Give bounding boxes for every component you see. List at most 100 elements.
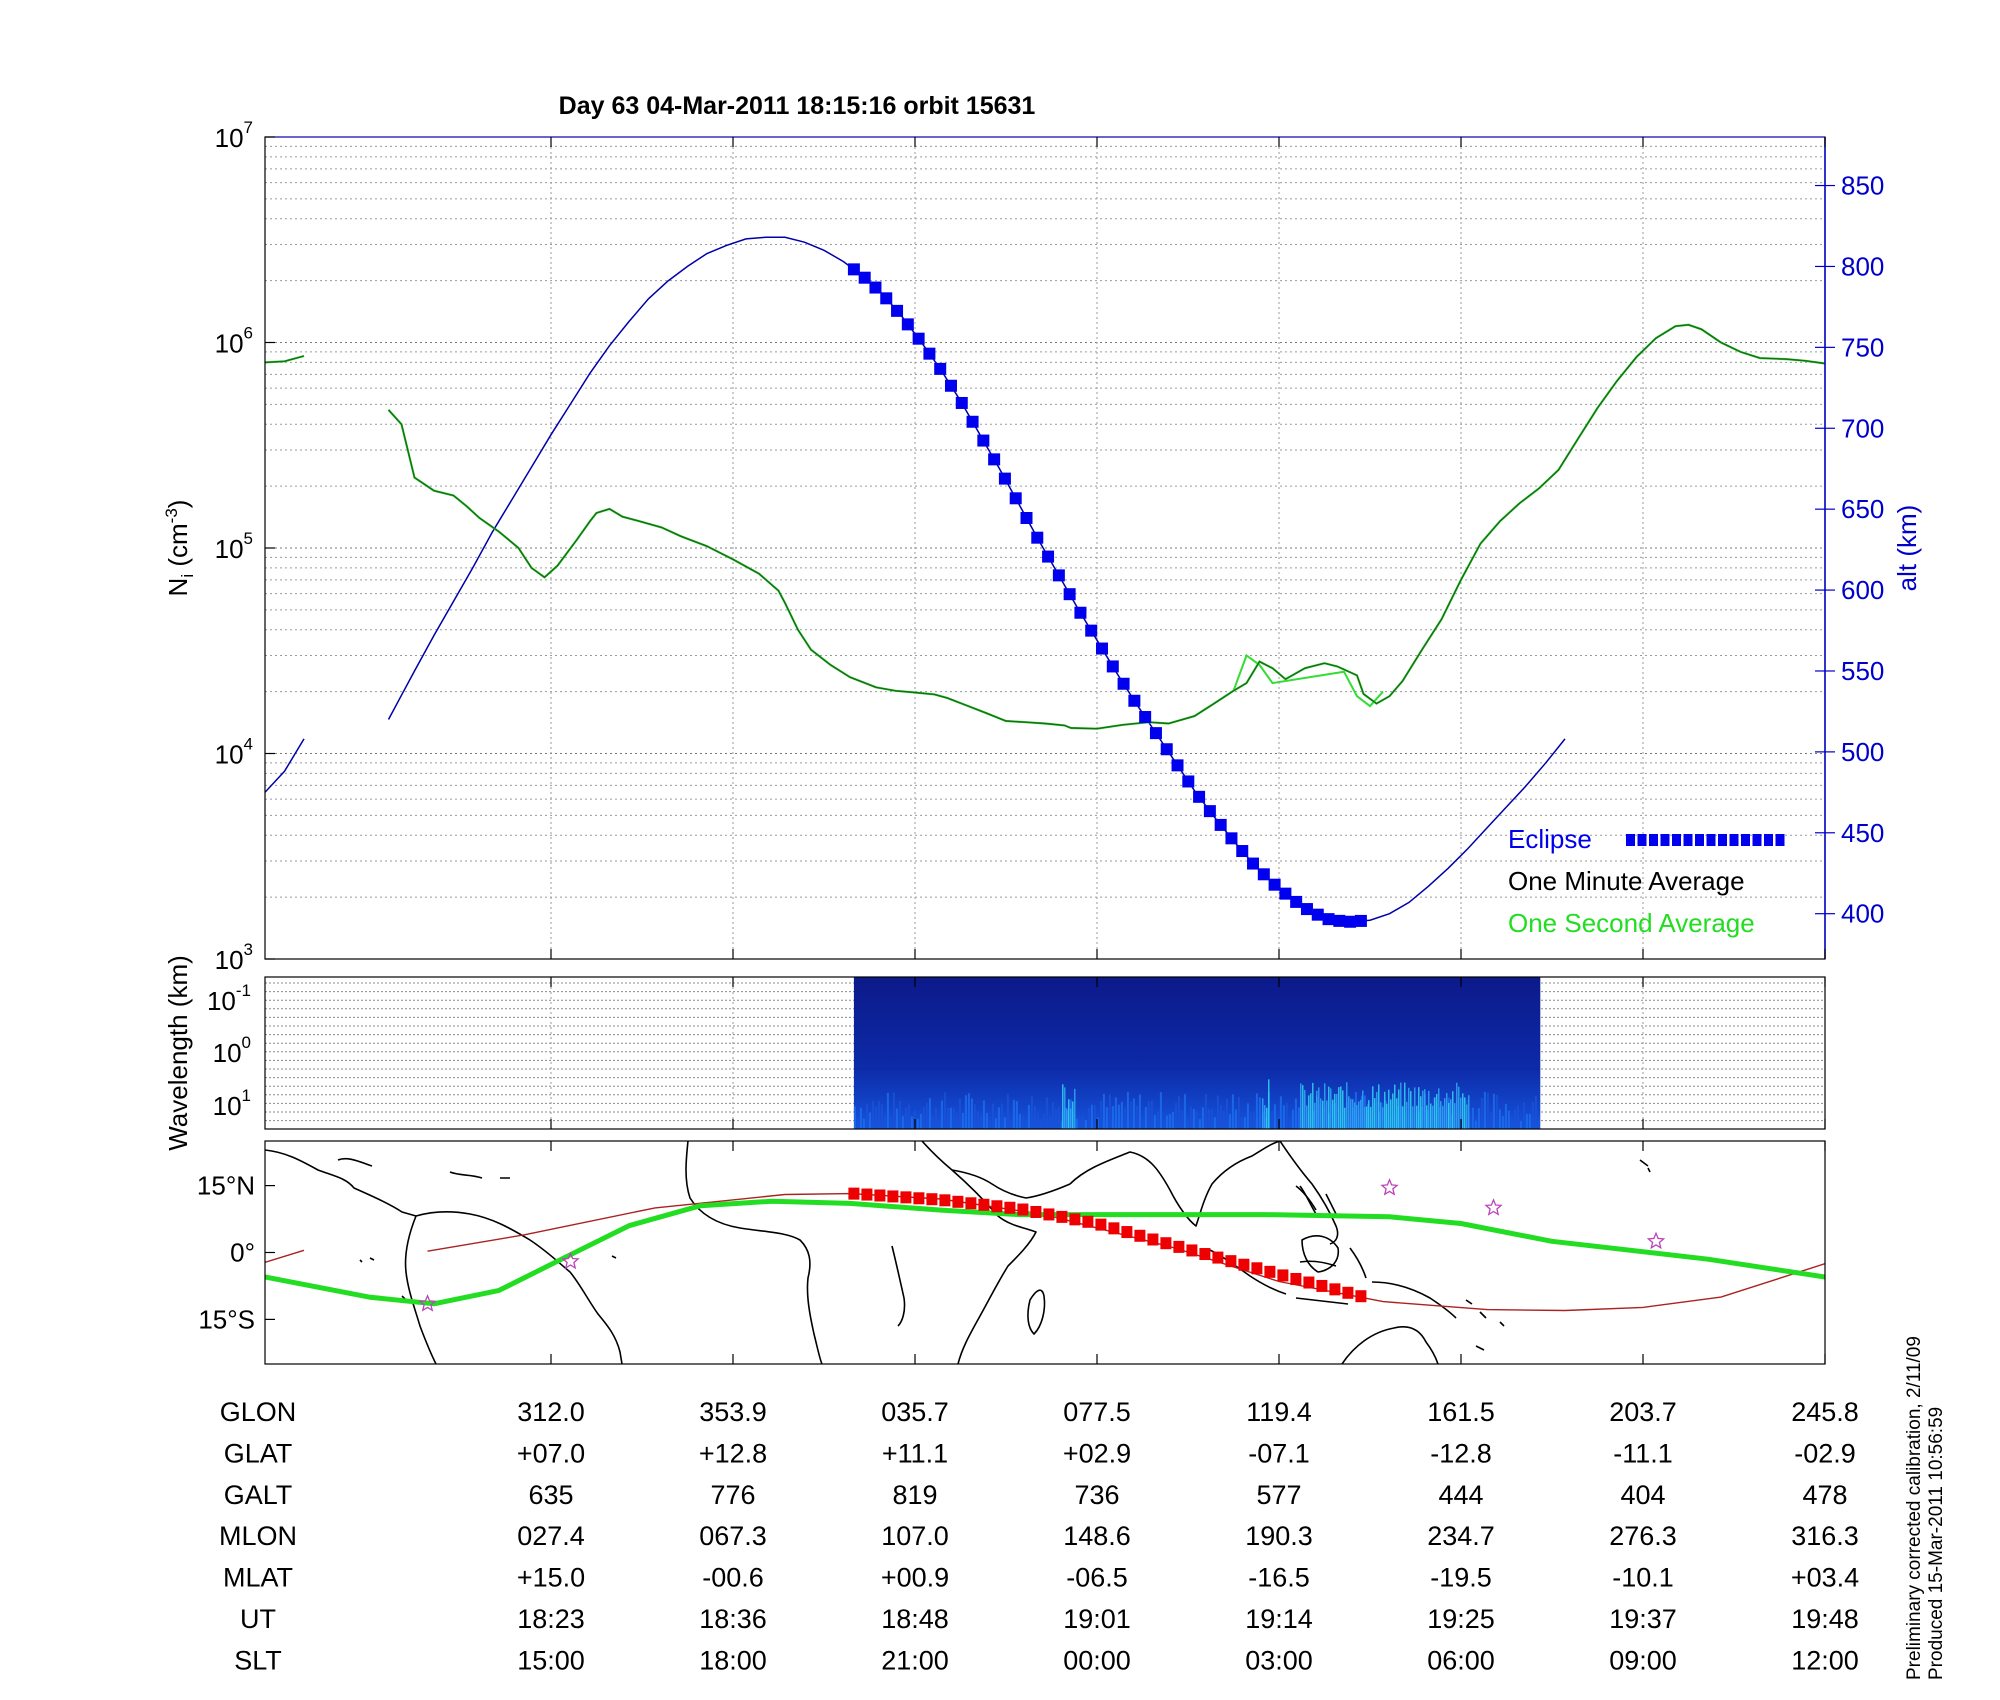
spectrogram-bright-streak (1416, 1105, 1418, 1129)
spectrogram-bright-streak (1356, 1104, 1358, 1129)
spectrogram-streak (1396, 1106, 1399, 1129)
spectrogram-bright-streak (1310, 1093, 1312, 1129)
table-cell: 161.5 (1427, 1397, 1495, 1427)
spectrogram-streak (949, 1107, 952, 1129)
spectrogram-bright-streak (1358, 1101, 1360, 1129)
eclipse-marker (1333, 914, 1346, 927)
map-panel: 15°N 0° 15°S (197, 1140, 1826, 1365)
spectrogram-x-ticks (550, 977, 1826, 1129)
coast-caribbean (337, 1157, 510, 1179)
spectrogram-bright-streak (1336, 1093, 1338, 1129)
eclipse-track-marker (1199, 1248, 1211, 1261)
eclipse-track-marker (965, 1197, 977, 1210)
eclipse-marker (923, 347, 936, 360)
spectrogram-bright-streak (1322, 1100, 1324, 1129)
spectrogram-streak (1096, 1117, 1099, 1129)
altitude-line-segment (265, 738, 305, 793)
spectrogram-y-ticks: 10-1 100 101 (207, 981, 251, 1121)
spectrogram-streak (1312, 1110, 1315, 1129)
spectrogram-streak (1060, 1120, 1063, 1129)
spectrogram-bright-streak (1458, 1086, 1460, 1129)
spectrogram-bright-streak (1380, 1102, 1382, 1129)
spectrogram-streak (1153, 1114, 1156, 1129)
legend-eclipse-square (1649, 834, 1658, 846)
spectrogram-bright-streak (1364, 1107, 1366, 1129)
spectrogram-streak (1084, 1120, 1087, 1129)
density-y-axis-label: Ni (cm-3) (162, 500, 197, 597)
eclipse-marker (869, 281, 882, 294)
spectrogram-bright-streak (1346, 1082, 1348, 1129)
spectrogram-streak (1504, 1103, 1507, 1129)
eclipse-track-marker (1225, 1255, 1237, 1268)
eclipse-track-marker (861, 1188, 873, 1201)
spectrogram-streak (1168, 1114, 1171, 1129)
coast-africa-west (685, 1141, 823, 1364)
spectrogram-streak (1003, 1117, 1006, 1129)
spectrogram-streak (1177, 1096, 1180, 1129)
eclipse-marker (912, 332, 925, 345)
eclipse-track-marker (1303, 1276, 1315, 1289)
y-tick-label: 105 (215, 529, 253, 564)
table-cell: 119.4 (1246, 1397, 1312, 1427)
coast-pacific-islands (1465, 1159, 1651, 1351)
spectrogram-bright-streak (1368, 1100, 1370, 1129)
table-cell: 09:00 (1609, 1645, 1677, 1675)
eclipse-track-marker (1069, 1213, 1081, 1226)
spectrogram-streak (907, 1104, 910, 1129)
spectrogram-streak (1132, 1098, 1135, 1129)
spectrogram-streak (1030, 1095, 1033, 1129)
eclipse-marker (880, 292, 893, 305)
eclipse-marker (1042, 550, 1055, 563)
spectrogram-streak (1114, 1097, 1117, 1129)
table-row-label: MLAT (223, 1563, 293, 1593)
legend-eclipse-label: Eclipse (1508, 824, 1592, 854)
eclipse-marker (891, 304, 904, 317)
spectrogram-bright-streak (1420, 1096, 1422, 1129)
table-cell: 404 (1620, 1480, 1665, 1510)
table-cell: 203.7 (1609, 1397, 1677, 1427)
spectrogram-bright-streak (1348, 1096, 1350, 1129)
y2-tick-label: 850 (1841, 171, 1884, 201)
table-cell: +02.9 (1063, 1438, 1131, 1468)
coast-central-america (265, 1149, 417, 1217)
y2-tick-label: 600 (1841, 575, 1884, 605)
spectrogram-streak (916, 1118, 919, 1129)
spectrogram-streak (1432, 1097, 1435, 1129)
spectrogram-streak (970, 1098, 973, 1129)
spectrogram-streak (856, 1117, 859, 1129)
table-cell: 18:23 (517, 1604, 585, 1634)
spectrogram-streak (1234, 1109, 1237, 1129)
eclipse-marker (1214, 818, 1227, 831)
table-cell: +00.9 (881, 1563, 949, 1593)
map-x-ticks (550, 1141, 1826, 1364)
spectrogram-bright-streak (1426, 1105, 1428, 1129)
spectrogram-streak (1009, 1120, 1012, 1129)
eclipse-track-marker (926, 1193, 938, 1206)
y2-tick-label: 450 (1841, 818, 1884, 848)
spectrogram-streak (976, 1111, 979, 1129)
spectrogram-streak (1486, 1093, 1489, 1129)
station-star (1484, 1198, 1503, 1216)
eclipse-track-marker (1212, 1251, 1224, 1264)
spectrogram-bright-streak (1392, 1093, 1394, 1129)
footnote-calibration: Preliminary corrected calibration, 2/11/… (1904, 1336, 1925, 1680)
y-tick-label: 106 (215, 324, 253, 359)
eclipse-marker (988, 453, 1001, 466)
spectrogram-streak (937, 1119, 940, 1129)
spectrogram-streak (859, 1107, 862, 1129)
spectrogram-streak (1516, 1105, 1519, 1129)
eclipse-marker (1160, 743, 1173, 756)
eclipse-track-marker (1316, 1279, 1328, 1292)
spectrogram-streak (1093, 1105, 1096, 1129)
table-cell: 148.6 (1063, 1521, 1131, 1551)
spectrogram-streak (1525, 1113, 1528, 1129)
eclipse-marker (1117, 677, 1130, 690)
table-cell: 12:00 (1791, 1645, 1859, 1675)
spectrogram-streak (1075, 1118, 1078, 1129)
spectrogram-bright-streak (1434, 1097, 1436, 1129)
table-cell: 00:00 (1063, 1645, 1131, 1675)
spectrogram-streaks (853, 1079, 1540, 1129)
spectrogram-bright-streak (1300, 1083, 1302, 1129)
spectrogram-bright-streak (1462, 1093, 1464, 1129)
spectrogram-streak (1231, 1094, 1234, 1129)
